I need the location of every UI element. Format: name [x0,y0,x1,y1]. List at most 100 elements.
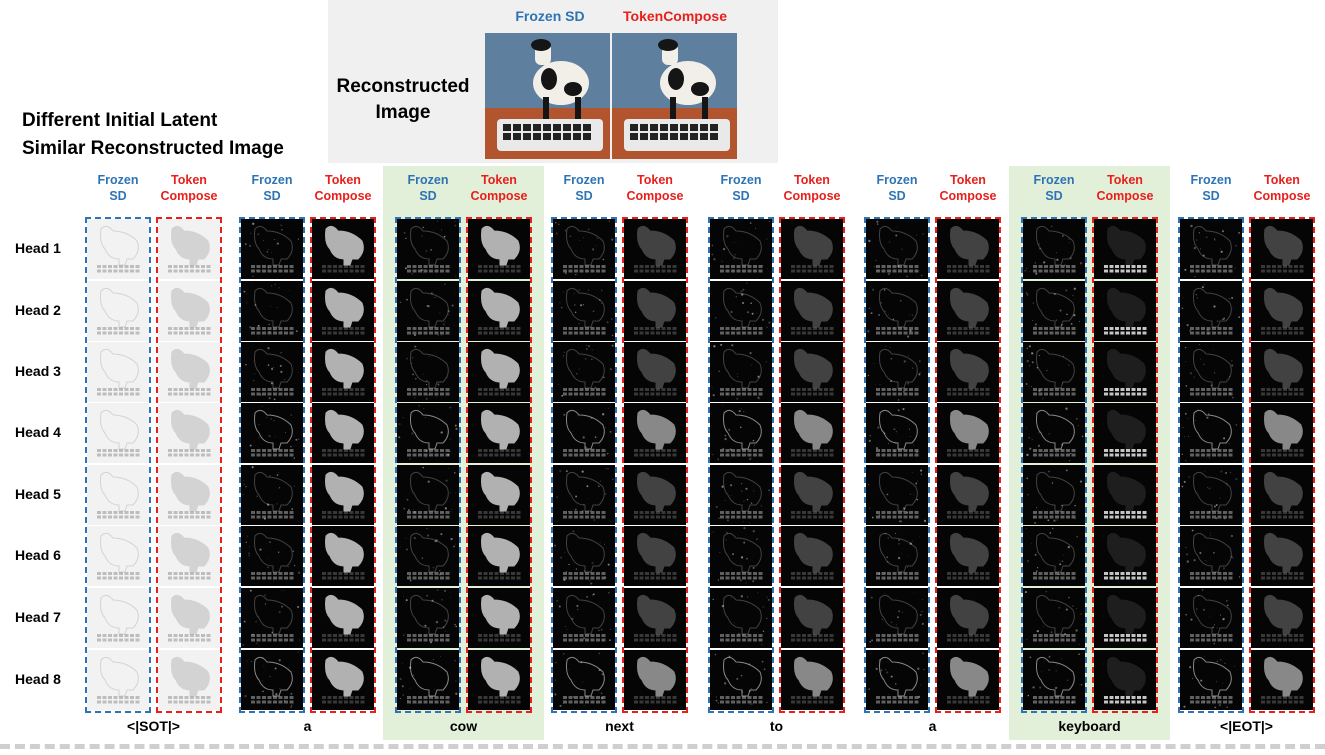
frozen-sd-column-outline [85,217,151,713]
attention-map-frozen-sd [241,465,303,525]
attention-map-frozen-sd [866,526,928,586]
attention-map-frozen-sd [866,219,928,279]
attention-map-tokencompose [624,219,686,279]
attention-map-frozen-sd [553,281,615,341]
token-label: cow [449,718,478,734]
attention-map-frozen-sd [553,465,615,525]
attention-map-frozen-sd [866,588,928,648]
attention-map-frozen-sd [553,526,615,586]
attention-map-frozen-sd [241,403,303,463]
attention-map-frozen-sd [87,526,149,586]
attention-map-frozen-sd [241,650,303,710]
attention-map-tokencompose [1094,342,1156,402]
token-label: keyboard [1058,718,1121,734]
attention-map-frozen-sd [1023,650,1085,710]
attention-map-tokencompose [1251,465,1313,525]
attention-map-tokencompose [312,219,374,279]
attention-map-frozen-sd [1180,526,1242,586]
attention-map-frozen-sd [87,650,149,710]
attention-map-frozen-sd [241,342,303,402]
attention-map-tokencompose [158,650,220,710]
attention-map-frozen-sd [241,526,303,586]
token-label: a [303,718,312,734]
attention-map-frozen-sd [866,650,928,710]
attention-map-frozen-sd [1023,219,1085,279]
attention-map-tokencompose [468,465,530,525]
attention-map-tokencompose [624,650,686,710]
attention-map-frozen-sd [866,281,928,341]
attention-map-frozen-sd [397,281,459,341]
attention-map-frozen-sd [397,465,459,525]
col-header-tokencompose: Token Compose [939,173,997,203]
recon-tokencompose-label: TokenCompose [623,8,727,24]
attention-map-tokencompose [781,281,843,341]
recon-cow-keyboard-image-tokencompose [612,33,737,159]
head-label: Head 3 [15,363,61,379]
attention-map-frozen-sd [397,342,459,402]
attention-map-tokencompose [1094,526,1156,586]
attention-map-tokencompose [158,588,220,648]
attention-map-tokencompose [468,650,530,710]
attention-map-frozen-sd [87,281,149,341]
col-header-tokencompose: Token Compose [783,173,841,203]
reconstructed-image-label: Reconstructed Image [336,76,470,123]
attention-map-tokencompose [158,403,220,463]
attention-map-tokencompose [468,526,530,586]
attention-map-frozen-sd [1180,403,1242,463]
attention-map-tokencompose [624,403,686,463]
tokencompose-column-outline [935,217,1001,713]
attention-map-tokencompose [1251,342,1313,402]
attention-map-tokencompose [158,342,220,402]
head-label: Head 1 [15,240,61,256]
attention-map-tokencompose [937,281,999,341]
attention-map-tokencompose [781,588,843,648]
attention-map-tokencompose [937,219,999,279]
tokencompose-column-outline [779,217,845,713]
head-label: Head 4 [15,424,61,440]
attention-map-frozen-sd [710,465,772,525]
recon-frozen-sd-label: Frozen SD [515,8,585,24]
attention-map-tokencompose [1094,281,1156,341]
attention-map-tokencompose [468,588,530,648]
attention-map-frozen-sd [241,219,303,279]
attention-map-frozen-sd [1180,219,1242,279]
attention-map-tokencompose [937,342,999,402]
attention-map-tokencompose [1094,650,1156,710]
attention-map-frozen-sd [1023,526,1085,586]
attention-map-tokencompose [624,342,686,402]
attention-map-frozen-sd [1180,342,1242,402]
attention-map-frozen-sd [397,526,459,586]
frozen-sd-column-outline [395,217,461,713]
attention-map-tokencompose [468,342,530,402]
token-label: to [769,718,784,734]
frozen-sd-column-outline [551,217,617,713]
attention-map-tokencompose [624,281,686,341]
attention-map-tokencompose [312,403,374,463]
head-label: Head 7 [15,609,61,625]
attention-map-frozen-sd [866,403,928,463]
attention-map-frozen-sd [87,219,149,279]
attention-map-tokencompose [312,465,374,525]
tokencompose-column-outline [1249,217,1315,713]
attention-map-frozen-sd [1180,650,1242,710]
tokencompose-column-outline [156,217,222,713]
attention-map-frozen-sd [1180,281,1242,341]
attention-map-tokencompose [158,526,220,586]
col-header-tokencompose: Token Compose [314,173,372,203]
attention-map-tokencompose [937,465,999,525]
token-label: next [605,718,634,734]
col-header-tokencompose: Token Compose [160,173,218,203]
attention-map-tokencompose [937,526,999,586]
col-header-frozen-sd: Frozen SD [1033,173,1075,203]
attention-map-tokencompose [1251,219,1313,279]
attention-map-tokencompose [937,403,999,463]
attention-map-frozen-sd [710,526,772,586]
attention-map-frozen-sd [241,281,303,341]
frozen-sd-column-outline [708,217,774,713]
tokencompose-column-outline [1092,217,1158,713]
attention-map-tokencompose [781,219,843,279]
attention-map-tokencompose [1094,465,1156,525]
attention-map-frozen-sd [1023,465,1085,525]
attention-map-tokencompose [468,281,530,341]
